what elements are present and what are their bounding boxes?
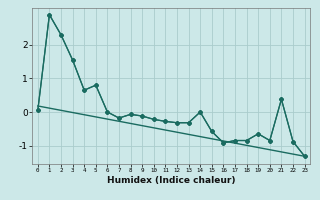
- X-axis label: Humidex (Indice chaleur): Humidex (Indice chaleur): [107, 176, 236, 185]
